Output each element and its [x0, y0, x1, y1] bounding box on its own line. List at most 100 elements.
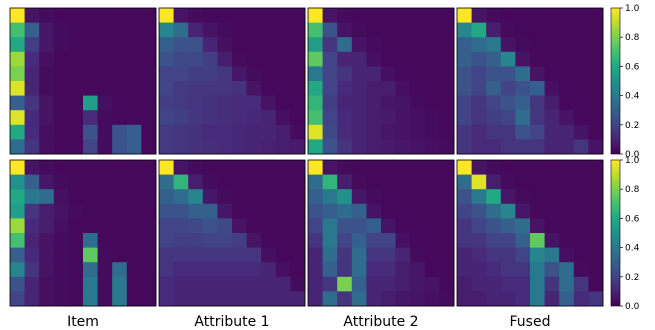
heatmap-cell — [83, 233, 98, 248]
heatmap-cell — [83, 218, 98, 234]
heatmap-cell — [68, 22, 84, 38]
heatmap-cell — [217, 37, 233, 53]
heatmap-cell — [515, 66, 531, 82]
heatmap-cell — [410, 95, 426, 111]
heatmap-cell — [10, 218, 25, 234]
heatmap-cell — [395, 291, 411, 307]
heatmap-cell — [261, 247, 277, 263]
heatmap-cell — [97, 247, 113, 263]
heatmap-cell — [232, 291, 247, 307]
heatmap-cell — [275, 174, 291, 190]
heatmap-cell — [217, 22, 233, 38]
heatmap-cell — [410, 110, 426, 126]
heatmap-cell — [471, 160, 487, 175]
heatmap-cell — [39, 218, 55, 234]
heatmap-cell — [24, 174, 40, 190]
heatmap-cell — [457, 124, 472, 140]
heatmap-cell — [573, 110, 589, 126]
heatmap-cell — [217, 160, 233, 175]
heatmap-cell — [83, 291, 98, 307]
heatmap-cell — [24, 262, 40, 278]
heatmap-cell — [500, 189, 516, 205]
heatmap-cell — [159, 291, 174, 307]
heatmap-cell — [232, 276, 247, 292]
heatmap-cell — [395, 139, 411, 155]
heatmap-cell — [337, 110, 353, 126]
heatmap-cell — [588, 37, 604, 53]
heatmap-cell — [500, 247, 516, 263]
heatmap-cell — [457, 233, 472, 248]
heatmap-cell — [500, 139, 516, 155]
heatmap-cell — [159, 139, 174, 155]
heatmap-cell — [351, 276, 367, 292]
heatmap-cell — [439, 37, 455, 53]
heatmap-cell — [515, 95, 531, 111]
heatmap-cell — [471, 22, 487, 38]
heatmap-cell — [68, 291, 84, 307]
heatmap-cell — [202, 233, 218, 248]
heatmap-cell — [500, 203, 516, 219]
heatmap-cell — [308, 174, 323, 190]
heatmap-cell — [217, 291, 233, 307]
heatmap-cell — [126, 51, 142, 67]
heatmap-cell — [232, 66, 247, 82]
heatmap-cell — [290, 124, 306, 140]
heatmap-panel-r0-c0 — [9, 7, 157, 155]
heatmap-cell — [126, 8, 142, 23]
heatmap-cell — [232, 139, 247, 155]
heatmap-cell — [126, 262, 142, 278]
heatmap-cell — [275, 247, 291, 263]
heatmap-cell — [83, 189, 98, 205]
heatmap-cell — [337, 262, 353, 278]
heatmap-cell — [261, 81, 277, 96]
heatmap-cell — [173, 160, 189, 175]
heatmap-cell — [395, 203, 411, 219]
heatmap-cell — [141, 203, 157, 219]
heatmap-cell — [68, 247, 84, 263]
heatmap-cell — [290, 22, 306, 38]
heatmap-cell — [217, 218, 233, 234]
heatmap-cell — [471, 95, 487, 111]
heatmap-cell — [217, 189, 233, 205]
heatmap-cell — [395, 110, 411, 126]
heatmap-cell — [573, 8, 589, 23]
heatmap-cell — [366, 81, 382, 96]
heatmap-cell — [395, 247, 411, 263]
heatmap-cell — [232, 95, 247, 111]
heatmap-cell — [322, 124, 338, 140]
heatmap-cell — [39, 22, 55, 38]
heatmap-cell — [322, 139, 338, 155]
heatmap-cell — [515, 218, 531, 234]
heatmap-cell — [246, 174, 262, 190]
heatmap-cell — [53, 233, 69, 248]
heatmap-cell — [544, 81, 560, 96]
heatmap-cell — [159, 203, 174, 219]
heatmap-cell — [351, 233, 367, 248]
heatmap-cell — [275, 95, 291, 111]
heatmap-cell — [173, 247, 189, 263]
heatmap-cell — [68, 66, 84, 82]
heatmap-cell — [366, 189, 382, 205]
heatmap-cell — [424, 81, 440, 96]
heatmap-cell — [439, 95, 455, 111]
heatmap-cell — [202, 37, 218, 53]
heatmap-cell — [500, 160, 516, 175]
heatmap-cell — [261, 22, 277, 38]
heatmap-cell — [395, 124, 411, 140]
panel-frame — [307, 159, 455, 307]
heatmap-cell — [159, 110, 174, 126]
heatmap-cell — [395, 51, 411, 67]
heatmap-cell — [337, 203, 353, 219]
heatmap-cell — [486, 124, 502, 140]
heatmap-cell — [366, 247, 382, 263]
heatmap-cell — [24, 95, 40, 111]
heatmap-cell — [290, 233, 306, 248]
heatmap-cell — [188, 124, 204, 140]
heatmap-cell — [366, 95, 382, 111]
heatmap-cell — [39, 291, 55, 307]
heatmap-cell — [97, 276, 113, 292]
heatmap-cell — [39, 203, 55, 219]
heatmap-cell — [410, 22, 426, 38]
heatmap-cell — [53, 174, 69, 190]
heatmap-cell — [83, 174, 98, 190]
